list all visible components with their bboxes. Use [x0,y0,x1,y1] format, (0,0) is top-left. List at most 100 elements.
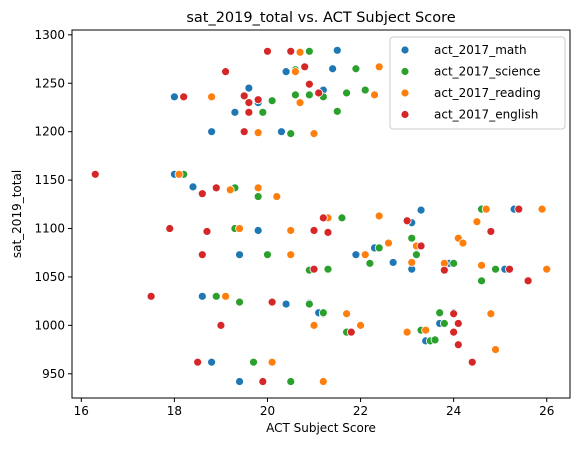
data-point-act_2017_english [439,265,449,275]
legend-entry-label: act_2017_english [434,108,538,122]
data-point-act_2017_reading [374,211,384,221]
data-point-act_2017_reading [486,309,496,319]
data-point-act_2017_science [263,250,272,260]
x-tick-label: 22 [353,404,368,418]
data-point-act_2017_english [258,377,268,386]
data-point-act_2017_english [146,291,156,301]
data-point-act_2017_reading [537,204,547,214]
data-point-act_2017_reading [309,129,319,139]
data-point-act_2017_english [318,213,328,223]
data-point-act_2017_science [342,88,351,98]
data-point-act_2017_math [416,205,426,215]
data-point-act_2017_science [286,129,296,139]
x-tick-label: 24 [446,404,461,418]
data-point-act_2017_reading [421,325,431,335]
data-point-act_2017_english [309,264,319,274]
y-tick-label: 1150 [34,173,65,187]
data-point-act_2017_reading [253,183,263,193]
data-point-act_2017_english [267,297,277,307]
data-point-act_2017_english [286,46,296,56]
y-tick-label: 950 [42,367,65,381]
data-point-act_2017_science [407,233,417,243]
data-point-act_2017_english [402,216,412,226]
data-points [90,45,552,386]
data-point-act_2017_english [165,224,175,233]
data-point-act_2017_reading [174,169,184,179]
y-tick-label: 1200 [34,125,65,139]
data-point-act_2017_english [179,92,189,102]
data-point-act_2017_english [193,357,203,367]
data-point-act_2017_reading [374,62,384,72]
data-point-act_2017_reading [342,309,351,319]
y-tick-label: 1050 [34,270,65,284]
legend-entry-label: act_2017_reading [434,86,541,100]
data-point-act_2017_reading [318,377,328,386]
data-point-act_2017_math [332,45,342,55]
data-point-act_2017_math [235,250,244,260]
data-point-act_2017_english [239,91,249,101]
data-point-act_2017_science [365,258,375,268]
data-point-act_2017_reading [407,258,417,267]
data-point-act_2017_english [523,276,533,286]
data-point-act_2017_reading [481,204,491,214]
data-point-act_2017_reading [267,357,277,367]
data-point-act_2017_english [239,127,249,137]
data-point-act_2017_science [304,46,314,56]
data-point-act_2017_math [281,299,291,309]
data-point-act_2017_reading [221,291,230,301]
data-point-act_2017_math [277,127,286,137]
data-point-act_2017_science [304,299,314,309]
legend-marker [400,110,410,119]
data-point-act_2017_math [207,357,217,367]
legend-marker [400,45,410,55]
data-point-act_2017_english [211,183,221,193]
data-point-act_2017_english [300,62,310,72]
data-point-act_2017_english [453,319,463,328]
x-tick-label: 20 [260,404,275,418]
chart-title: sat_2019_total vs. ACT Subject Score [186,10,455,26]
x-tick-label: 26 [539,404,554,418]
data-point-act_2017_science [318,308,328,318]
data-point-act_2017_english [202,227,212,236]
data-point-act_2017_english [449,309,459,319]
data-point-act_2017_science [267,96,277,106]
data-point-act_2017_reading [207,92,217,102]
data-point-act_2017_reading [295,98,305,108]
data-point-act_2017_reading [370,90,379,100]
legend-entry-label: act_2017_math [434,43,527,57]
data-point-act_2017_science [286,377,296,386]
data-point-act_2017_math [235,377,244,386]
data-point-act_2017_math [207,127,217,137]
data-point-act_2017_english [221,67,230,77]
data-point-act_2017_math [351,250,361,260]
x-tick-label: 18 [167,404,182,418]
data-point-act_2017_reading [286,250,296,260]
data-point-act_2017_science [211,291,221,301]
data-point-act_2017_english [244,107,254,117]
data-point-act_2017_science [449,258,459,268]
data-point-act_2017_math [281,67,291,77]
data-point-act_2017_english [263,46,272,56]
data-point-act_2017_english [197,189,207,199]
data-point-act_2017_reading [235,224,244,233]
data-point-act_2017_math [328,64,338,74]
data-point-act_2017_science [351,64,361,74]
data-point-act_2017_english [323,227,333,237]
y-tick-label: 1300 [34,28,65,42]
data-point-act_2017_math [230,107,240,117]
data-point-act_2017_science [477,276,486,286]
y-tick-label: 1100 [34,222,65,236]
data-point-act_2017_math [244,83,254,93]
data-point-act_2017_reading [286,226,296,235]
legend-marker [400,67,410,76]
data-point-act_2017_reading [472,217,482,227]
plot-frame [71,29,571,399]
legend: act_2017_math act_2017_science act_2017_re… [389,36,566,130]
data-point-act_2017_science [235,297,244,307]
data-point-act_2017_reading [384,238,393,248]
data-point-act_2017_science [323,264,333,274]
data-point-act_2017_reading [309,320,319,330]
data-point-act_2017_science [435,308,445,318]
data-point-act_2017_english [416,241,426,251]
